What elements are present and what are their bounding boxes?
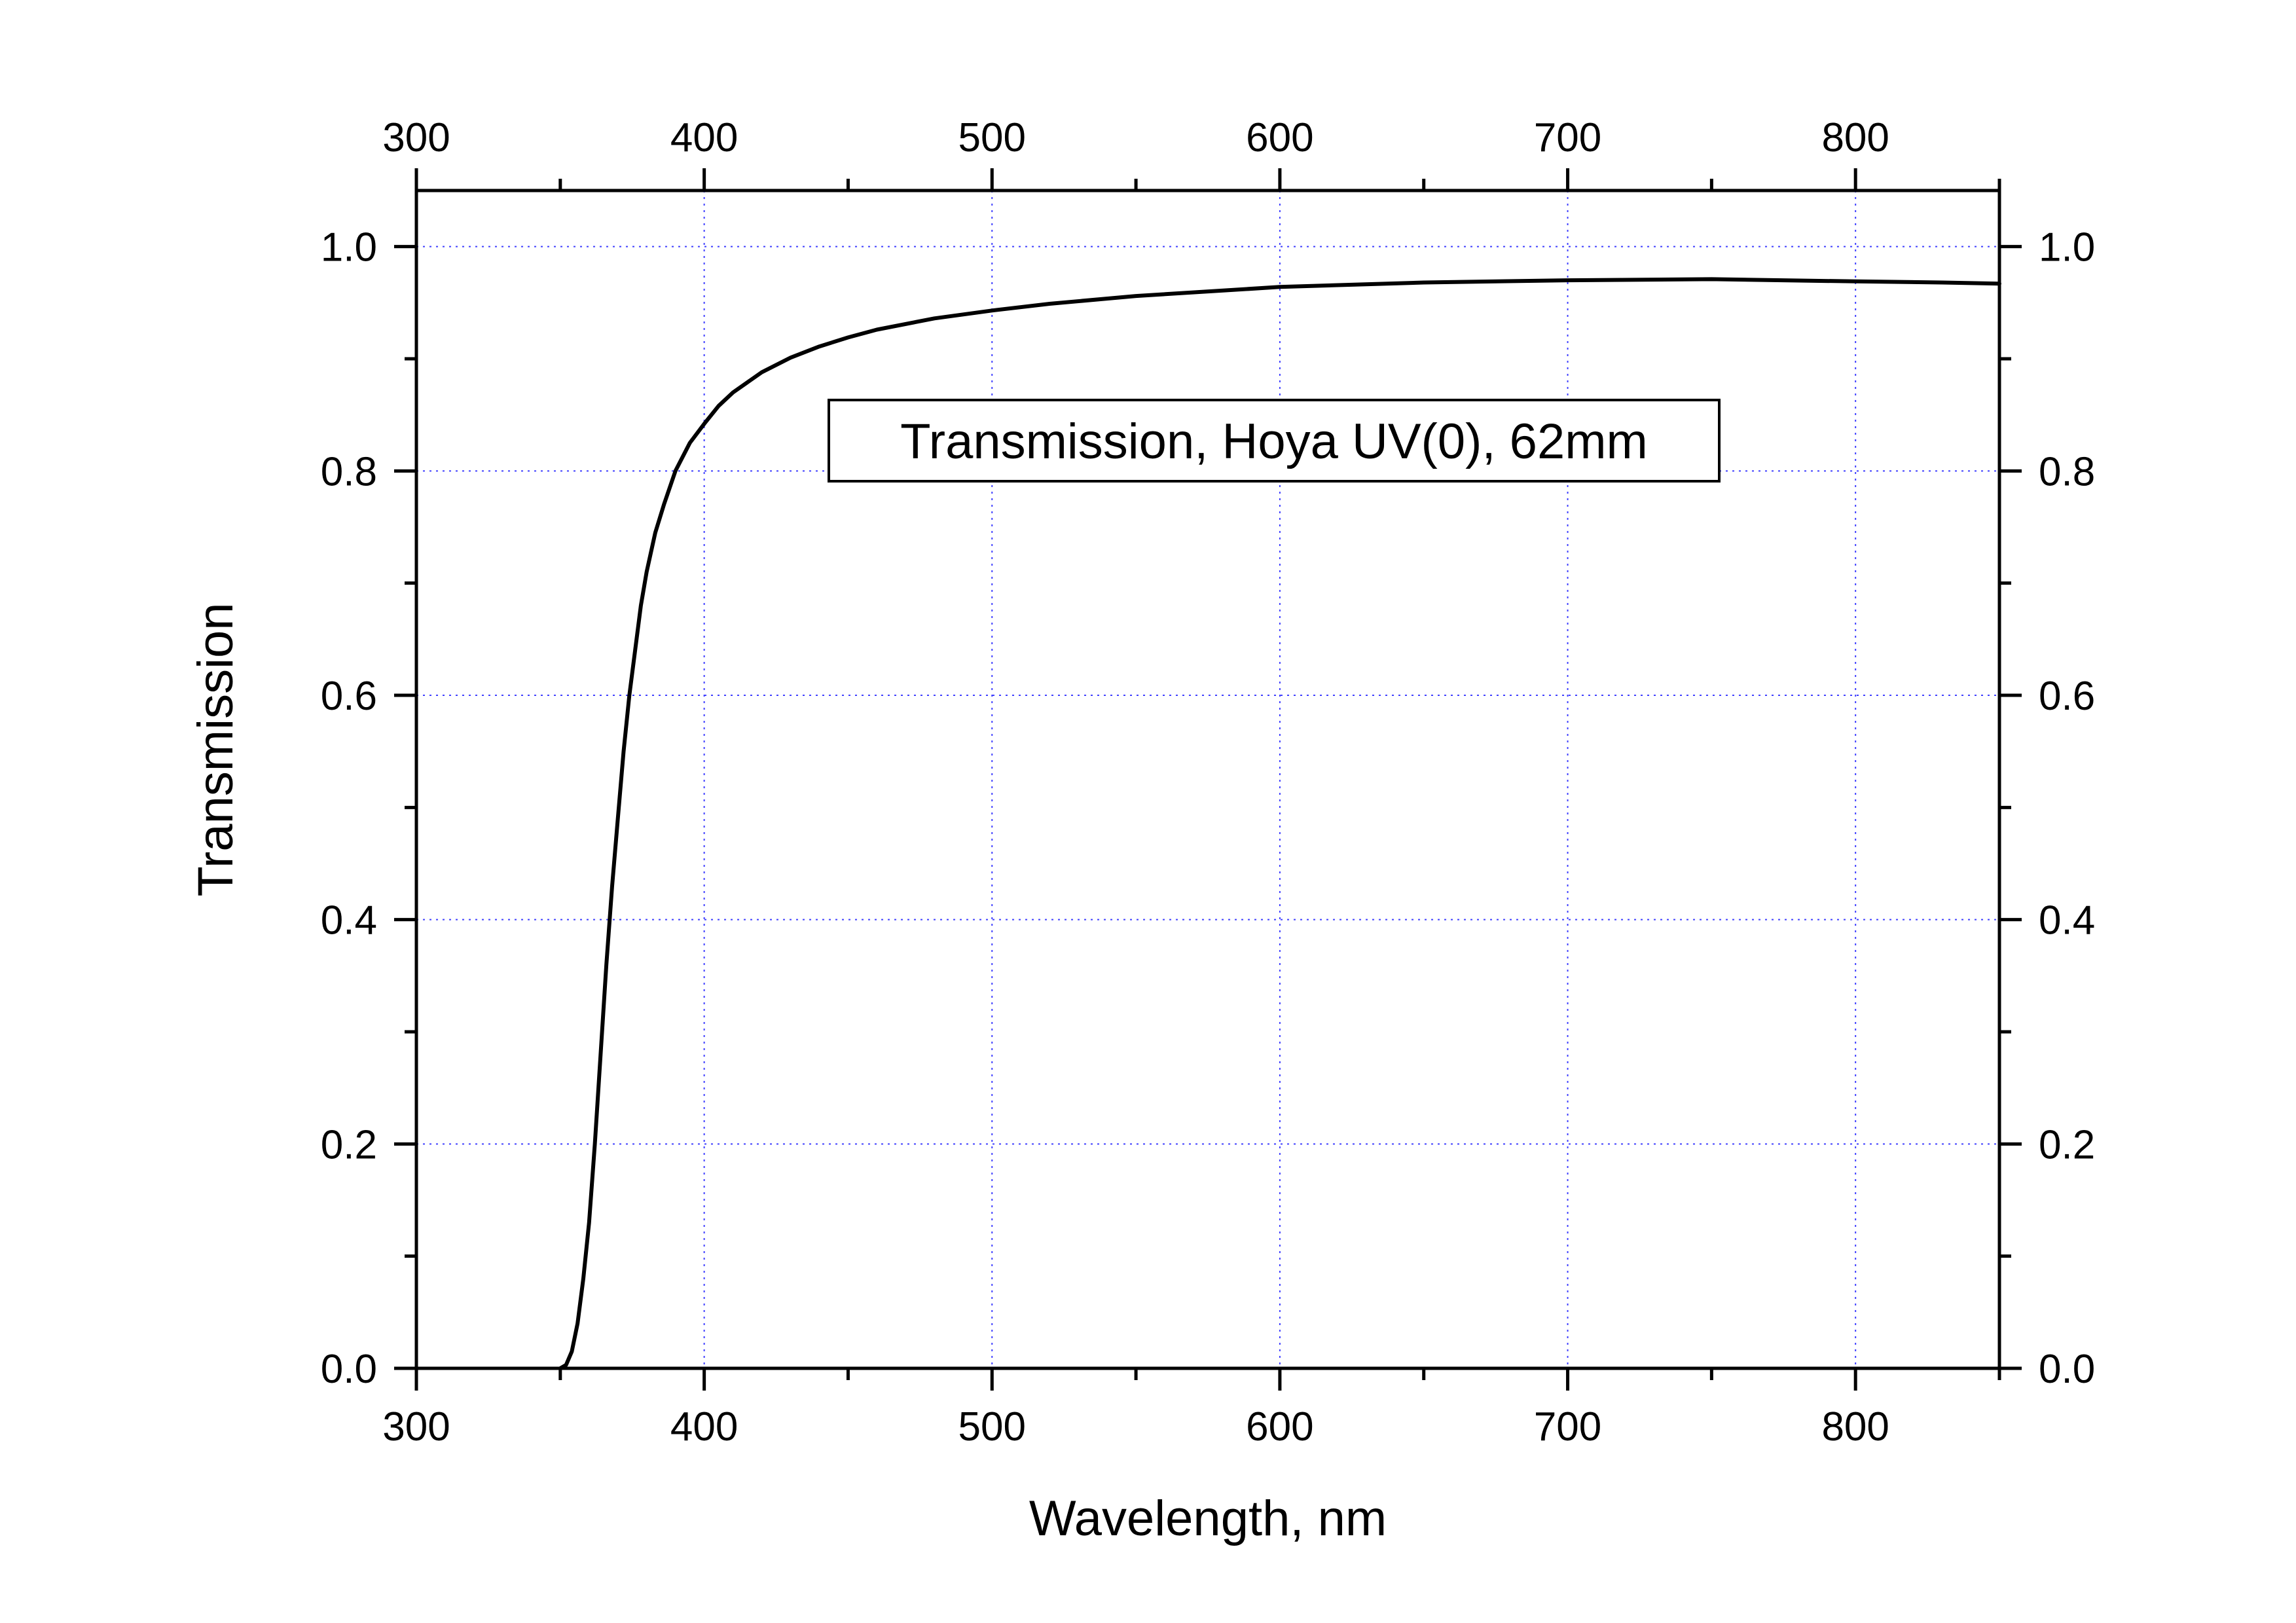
transmission-curve [558, 277, 2001, 1370]
top-tick-label: 500 [958, 115, 1026, 160]
top-tick-label: 700 [1534, 115, 1601, 160]
plot-frame [414, 189, 2001, 1370]
right-tick-label: 1.0 [2039, 225, 2095, 270]
right-tick-label: 0.4 [2039, 898, 2095, 943]
right-tick-label: 0.6 [2039, 674, 2095, 719]
right-tick-label: 0.0 [2039, 1347, 2095, 1392]
top-tick-label: 400 [670, 115, 738, 160]
x-tick-label: 400 [670, 1404, 738, 1450]
right-tick-label: 0.8 [2039, 449, 2095, 494]
annotation-frame [828, 399, 1721, 483]
y-tick-label: 0.4 [321, 898, 377, 943]
series-layer [558, 277, 2001, 1370]
top-tick-label: 800 [1821, 115, 1889, 160]
x-tick-label: 700 [1534, 1404, 1601, 1450]
axis-ticks [394, 168, 2022, 1391]
right-tick-label: 0.2 [2039, 1122, 2095, 1167]
x-axis-label: Wavelength, nm [1029, 1491, 1387, 1546]
x-tick-label: 600 [1246, 1404, 1313, 1450]
y-axis-label: Transmission [188, 602, 244, 896]
x-tick-label: 300 [382, 1404, 450, 1450]
x-tick-label: 500 [958, 1404, 1026, 1450]
grid-lines [416, 191, 1999, 1368]
y-tick-label: 0.2 [321, 1122, 377, 1167]
top-tick-label: 300 [382, 115, 450, 160]
top-tick-label: 600 [1246, 115, 1313, 160]
y-tick-label: 1.0 [321, 225, 377, 270]
annotation-text: Transmission, Hoya UV(0), 62mm [900, 414, 1648, 469]
y-tick-label: 0.8 [321, 449, 377, 494]
y-tick-label: 0.0 [321, 1347, 377, 1392]
y-tick-label: 0.6 [321, 674, 377, 719]
annotation-box: Transmission, Hoya UV(0), 62mm [828, 399, 1721, 483]
tick-labels: 300 400 500 600 700 800 300 400 500 600 700 800 0.0 0… [321, 115, 2095, 1450]
x-tick-label: 800 [1821, 1404, 1889, 1450]
